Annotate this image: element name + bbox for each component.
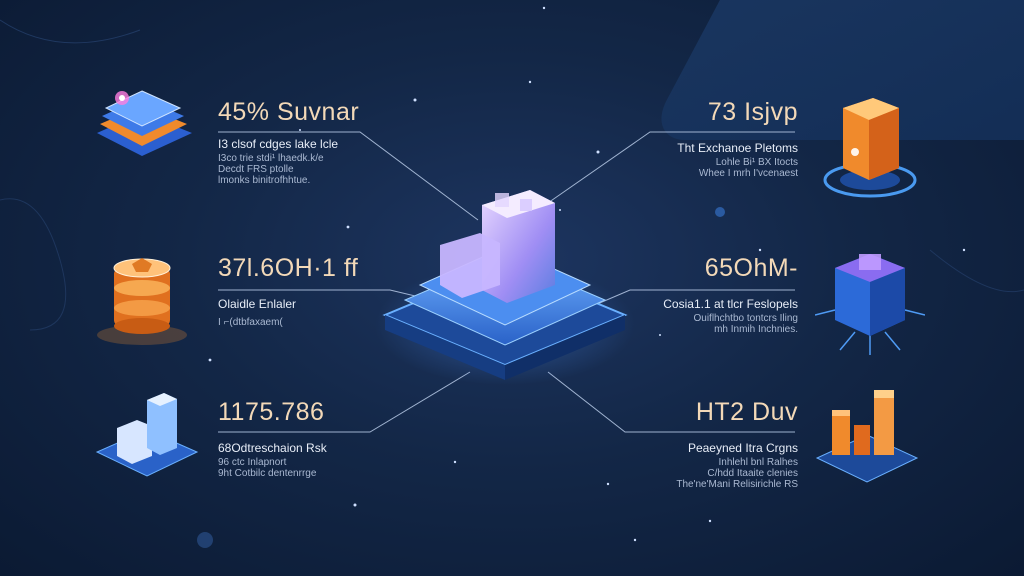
stat-value: 73 Isjvp	[707, 98, 798, 126]
layered-chip-icon	[97, 90, 192, 156]
stat-label: Tht Exchanoe Pletoms	[677, 141, 798, 155]
orange-bars-platform-icon	[815, 390, 919, 483]
orange-cube-orbit-icon	[823, 98, 917, 198]
stat-value: 37Ɩ.6OH·1 ff	[218, 254, 359, 282]
glowing-cube-icon	[815, 254, 925, 355]
stat-top-right: 73 Isjvp Tht Exchanoe Pletoms Lohle Bi¹ …	[648, 98, 798, 179]
stat-note: Inhlehl bnl Ralhes C/hdd Itaaite clenies…	[676, 457, 798, 490]
stat-top-left: 45% Suvnar I3 clsof cdges lake lcle I3co…	[218, 98, 368, 186]
stat-label: I3 clsof cdges lake lcle	[218, 137, 339, 151]
stat-note: I ⌐(dtbfaxaem(	[218, 317, 283, 328]
bar-blocks-icon	[95, 393, 199, 477]
stat-label: Peaeyned Itra Crgns	[687, 441, 798, 455]
stat-note: I3co trie stdi¹ lhaedk.k/e Decdt FRS pto…	[218, 153, 324, 186]
stat-value: 65OhM-	[704, 254, 798, 282]
stat-bottom-left: 1175.786 68Odtreschaion Rsk 96 ctc Inlap…	[218, 398, 368, 479]
stat-label: Cosia1.1 at tlcr Feslopels	[663, 297, 798, 311]
stat-note: Ouiflhchtbo tontcrs Iling mh Inmih Inchn…	[693, 313, 799, 335]
stat-value: 45% Suvnar	[218, 98, 360, 126]
stat-value: 1175.786	[218, 398, 325, 426]
stat-bottom-right: HT2 Duv Peaeyned Itra Crgns Inhlehl bnl …	[648, 398, 798, 490]
stat-label: Olaidle Enlaler	[218, 297, 297, 311]
stat-label: 68Odtreschaion Rsk	[218, 441, 327, 455]
stat-note: Lohle Bi¹ BX Itocts Whee I mrh I'vcenaes…	[698, 157, 798, 179]
orange-coin-stack-icon	[97, 258, 187, 345]
stat-note: 96 ctc Inlapnort 9ht Cotbilc dentenrrge	[218, 457, 317, 479]
stat-middle-left: 37Ɩ.6OH·1 ff Olaidle Enlaler I ⌐(dtbfaxa…	[218, 254, 368, 328]
stacked-blocks-platform-icon	[375, 190, 635, 385]
stat-value: HT2 Duv	[695, 398, 798, 426]
stat-middle-right: 65OhM- Cosia1.1 at tlcr Feslopels Ouiflh…	[648, 254, 798, 335]
